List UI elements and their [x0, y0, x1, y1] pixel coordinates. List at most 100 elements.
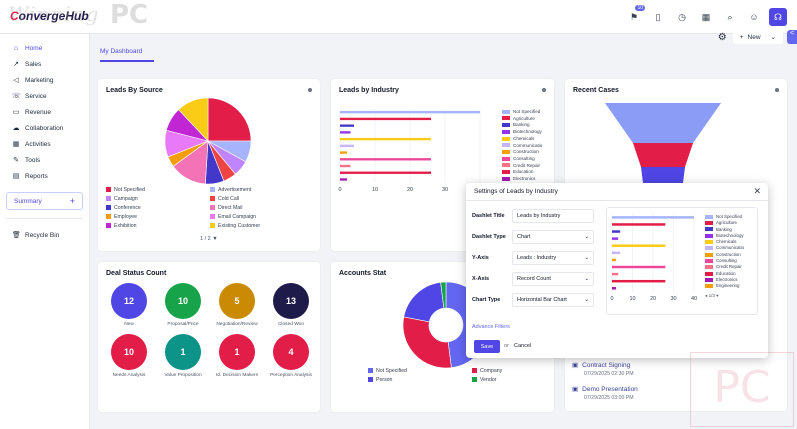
legend-item[interactable]: Construction [502, 149, 542, 156]
legend-item[interactable]: Biotechnology [502, 129, 542, 136]
legend-item[interactable]: Communicatio [705, 245, 744, 251]
bar[interactable] [612, 265, 666, 269]
sidebar-item-revenue[interactable]: ▭ Revenue [0, 104, 89, 120]
user-icon[interactable]: ☺ [749, 12, 759, 22]
bar[interactable] [612, 216, 694, 219]
summary-section[interactable]: Summary + [6, 192, 83, 210]
bar[interactable] [612, 279, 666, 283]
new-button[interactable]: + New ⌄ [732, 30, 783, 44]
legend-item[interactable]: Consulting [705, 258, 744, 264]
bar[interactable] [612, 251, 621, 255]
legend-item[interactable]: Person [368, 377, 472, 383]
sidebar-item-recycle-bin[interactable]: 🗑 Recycle Bin [0, 227, 89, 243]
bar[interactable] [340, 124, 354, 127]
bar[interactable] [612, 223, 666, 226]
legend-item[interactable]: Conference [106, 205, 210, 211]
sidebar-item-tools[interactable]: ✎ Tools [0, 152, 89, 168]
field-input[interactable]: Leads by Industry [512, 209, 594, 223]
legend-item[interactable]: Education [705, 271, 744, 277]
deal-status-item[interactable]: 1 Id. Decision Makers [211, 334, 263, 379]
side-panel-toggle[interactable]: < [787, 30, 797, 44]
legend-item[interactable]: Direct Mail [210, 205, 314, 211]
app-logo[interactable]: ConvergeHub [10, 9, 89, 23]
legend-item[interactable]: Biotechnology [705, 233, 744, 239]
legend-item[interactable]: Education [502, 169, 542, 176]
cancel-button[interactable]: Cancel [514, 343, 532, 349]
clipboard-icon[interactable]: ▯ [655, 11, 661, 22]
legend-item[interactable]: Not Specified [106, 187, 210, 193]
sidebar-item-service[interactable]: ☏ Service [0, 88, 89, 104]
bar[interactable] [340, 137, 431, 141]
legend-item[interactable]: Existing Customer [210, 223, 314, 229]
legend-item[interactable]: Not Specified [502, 109, 542, 116]
legend-item[interactable]: Email Campaign [210, 214, 314, 220]
pie-slice[interactable] [402, 316, 452, 369]
deal-status-item[interactable]: 10 Needs Analysis [103, 334, 155, 379]
legend-item[interactable]: Not Specified [705, 214, 744, 220]
legend-item[interactable]: Advertisement [210, 187, 314, 193]
pie-slice[interactable] [178, 97, 209, 142]
pie-slice[interactable] [207, 97, 252, 142]
field-select[interactable]: Horizontal Bar Chart ⌄ [512, 293, 594, 307]
bar[interactable] [612, 237, 619, 240]
headset-icon[interactable]: ☊ [769, 8, 787, 26]
legend-item[interactable]: Banking [705, 227, 744, 233]
clock-icon[interactable]: ◷ [678, 11, 686, 22]
sidebar-item-marketing[interactable]: ◁ Marketing [0, 72, 89, 88]
sidebar-item-collaboration[interactable]: ☁ Collaboration [0, 120, 89, 136]
field-select[interactable]: Leads : Industry ⌄ [512, 251, 594, 265]
bar[interactable] [612, 244, 666, 247]
legend-item[interactable]: Credit Repair [502, 163, 542, 170]
legend-item[interactable]: Campaign [106, 196, 210, 202]
field-select[interactable]: Record Count ⌄ [512, 272, 594, 286]
legend-item[interactable]: Communicatio [502, 143, 542, 150]
deal-status-item[interactable]: 1 Value Proposition [157, 334, 209, 379]
legend-item[interactable]: Electronics [502, 176, 542, 183]
field-select[interactable]: Chart ⌄ [512, 230, 594, 244]
tab-my-dashboard[interactable]: My Dashboard [100, 48, 143, 55]
legend-item[interactable]: Employee [106, 214, 210, 220]
deal-status-item[interactable]: 4 Perception Analysis [265, 334, 317, 379]
save-button[interactable]: Save [474, 340, 500, 353]
legend-item[interactable]: Construction [705, 252, 744, 258]
legend-item[interactable]: Cold Call [210, 196, 314, 202]
legend-pager[interactable]: 1 / 2 ▼ [200, 236, 218, 242]
card-menu-icon[interactable] [542, 88, 546, 92]
deal-status-item[interactable]: 10 Proposal/Price [157, 283, 209, 328]
bar[interactable] [340, 171, 431, 174]
bar[interactable] [340, 131, 351, 134]
gear-icon[interactable]: ⚙ [717, 31, 727, 43]
legend-item[interactable]: Chemicals [705, 239, 744, 245]
legend-item[interactable]: Exhibition [106, 223, 210, 229]
bar[interactable] [340, 178, 347, 181]
legend-item[interactable]: Banking [502, 122, 542, 129]
legend-item[interactable]: Agriculture [502, 116, 542, 123]
bar[interactable] [612, 287, 617, 290]
bar[interactable] [612, 258, 617, 262]
sidebar-item-home[interactable]: ⌂ Home [0, 40, 89, 56]
legend-item[interactable]: Credit Repair [705, 264, 744, 270]
bar[interactable] [340, 151, 347, 154]
flag-icon[interactable]: ⚑ 10 [629, 5, 645, 22]
bar[interactable] [340, 117, 431, 121]
legend-item[interactable]: Consulting [502, 156, 542, 163]
legend-item[interactable]: Not Specified [368, 368, 472, 374]
card-menu-icon[interactable] [775, 88, 779, 92]
close-icon[interactable]: ✕ [753, 186, 761, 196]
bar[interactable] [340, 158, 431, 161]
bar[interactable] [340, 164, 351, 168]
legend-item[interactable]: Electronics [705, 277, 744, 283]
legend-item[interactable]: Vendor [472, 377, 576, 383]
legend-item[interactable]: Chemicals [502, 136, 542, 143]
bar[interactable] [340, 111, 480, 114]
sidebar-item-sales[interactable]: ↗ Sales [0, 56, 89, 72]
legend-item[interactable]: Agriculture [705, 220, 744, 226]
deal-status-item[interactable]: 5 Negotiation/Review [211, 283, 263, 328]
summary-add-button[interactable]: + [69, 196, 75, 206]
search-icon[interactable]: ⌕ [727, 11, 733, 22]
bar[interactable] [340, 144, 354, 148]
preview-pager[interactable]: ◂ 1/3 ▾ [705, 293, 719, 298]
card-menu-icon[interactable] [308, 88, 312, 92]
deal-status-item[interactable]: 13 Closed Won [265, 283, 317, 328]
pie-slice[interactable] [440, 281, 447, 309]
